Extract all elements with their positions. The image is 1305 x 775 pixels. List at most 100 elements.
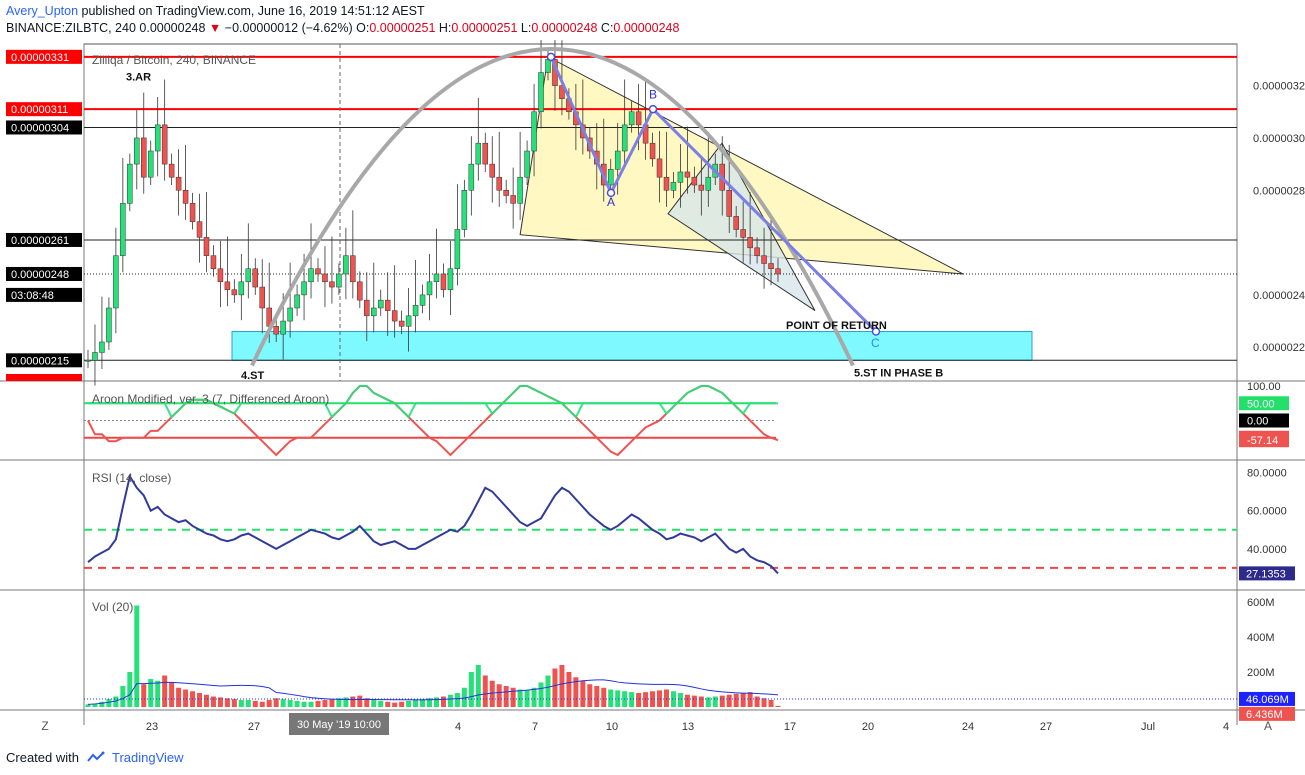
volume-bar [399,701,405,707]
chart-annotation: 4.ST [241,370,265,382]
volume-bar [350,696,356,707]
volume-ma-line [87,679,779,705]
volume-bar [663,689,669,707]
volume-bar [468,672,474,707]
candle-body [433,273,440,283]
volume-bar [162,675,168,707]
candle-body [113,255,119,309]
volume-bar [371,700,377,707]
pattern-point [648,104,658,114]
candle-body [670,182,677,191]
candle-body [454,229,461,269]
candle-body [217,268,224,283]
volume-bar [266,700,272,707]
candle-body [412,305,419,317]
volume-bar [636,693,642,707]
candle-body [524,150,530,178]
volume-bar [141,684,147,707]
accumulation-range-box [231,331,1033,361]
candle-body [419,294,426,306]
volume-bar [85,704,91,707]
volume-bar [580,680,586,707]
chart-annotation: 3.AR [126,71,151,83]
volume-bar [210,696,216,707]
high-value: 0.00000251 [451,21,518,35]
volume-bar [106,699,112,707]
volume-bar [420,699,426,707]
volume-bar [315,700,321,707]
candle-body [426,281,433,296]
rsi-value-box [1239,566,1295,581]
candle-body [740,229,746,238]
volume-bar [650,691,656,707]
volume-bar [252,700,258,707]
volume-bar [503,686,509,707]
time-tick-label: Jul [1141,721,1155,733]
volume-bar [155,680,161,707]
candle-body [182,190,189,204]
time-tick-label: 27 [1040,721,1052,733]
candle-body [461,190,468,230]
candles [85,40,781,386]
candle-body [517,176,523,204]
candle-body [224,281,231,290]
abc-pattern-line [549,56,878,333]
published-text: published on TradingView.com, June 16, 2… [81,4,425,18]
price-label-box [6,266,82,281]
candle-body [503,190,509,196]
candle-body [175,176,182,191]
aroon-value-box [1239,433,1289,448]
price-label: 0.00000261 [11,235,69,247]
candle-body [238,281,245,296]
zoom-reset-icon: Z [41,719,48,733]
volume-bar [308,701,314,707]
price-label-box [6,120,82,135]
candle-body [273,326,279,335]
volume-bar [754,696,760,707]
candle-body [705,176,712,191]
volume-bar [231,699,237,707]
last-price: 0.00000248 [139,21,206,35]
candle-body [475,142,482,165]
volume-bar [329,699,335,707]
aroon-value-box [1239,396,1289,411]
price-label: 0.00000215 [11,355,69,367]
candle-body [663,176,670,191]
aroon-value-label: -57.14 [1247,435,1278,447]
open-value: 0.00000251 [369,21,436,35]
symbol-label: BINANCE:ZILBTC, 240 [6,21,136,35]
volume-bar [440,696,446,707]
high-label: H: [438,21,452,35]
candle-body [691,176,698,186]
price-label-box [6,102,82,117]
time-tick-label: 17 [784,721,796,733]
volume-bar [594,686,600,707]
aroon-value-label: 0.00 [1247,416,1268,428]
rsi-value-label: 27.1353 [1246,568,1286,580]
time-cursor-label: 30 May '19 10:00 [297,719,381,731]
time-tick-label: 7 [532,721,538,733]
time-tick-label: 20 [862,721,874,733]
volume-bar [413,700,419,707]
candle-body [210,255,217,269]
price-label-box [6,287,82,302]
volume-bar [273,698,279,707]
candle-body [322,273,328,283]
author-link[interactable]: Avery_Upton [6,4,79,18]
volume-bar [127,672,133,707]
tradingview-link[interactable]: TradingView [112,750,184,765]
volume-bar [197,693,203,707]
volume-bar [573,677,579,707]
footer: Created with TradingView [6,750,184,765]
volume-bar [148,679,154,707]
candle-body [259,286,265,309]
volume-bar [482,675,488,707]
volume-bar [245,700,251,707]
candle-body [775,268,781,275]
rsi-tick-label: 60.0000 [1247,506,1287,518]
candle-body [489,163,495,178]
candle-body [315,268,321,275]
ohlc-bar: BINANCE:ZILBTC, 240 0.00000248 ▼ −0.0000… [6,21,679,35]
